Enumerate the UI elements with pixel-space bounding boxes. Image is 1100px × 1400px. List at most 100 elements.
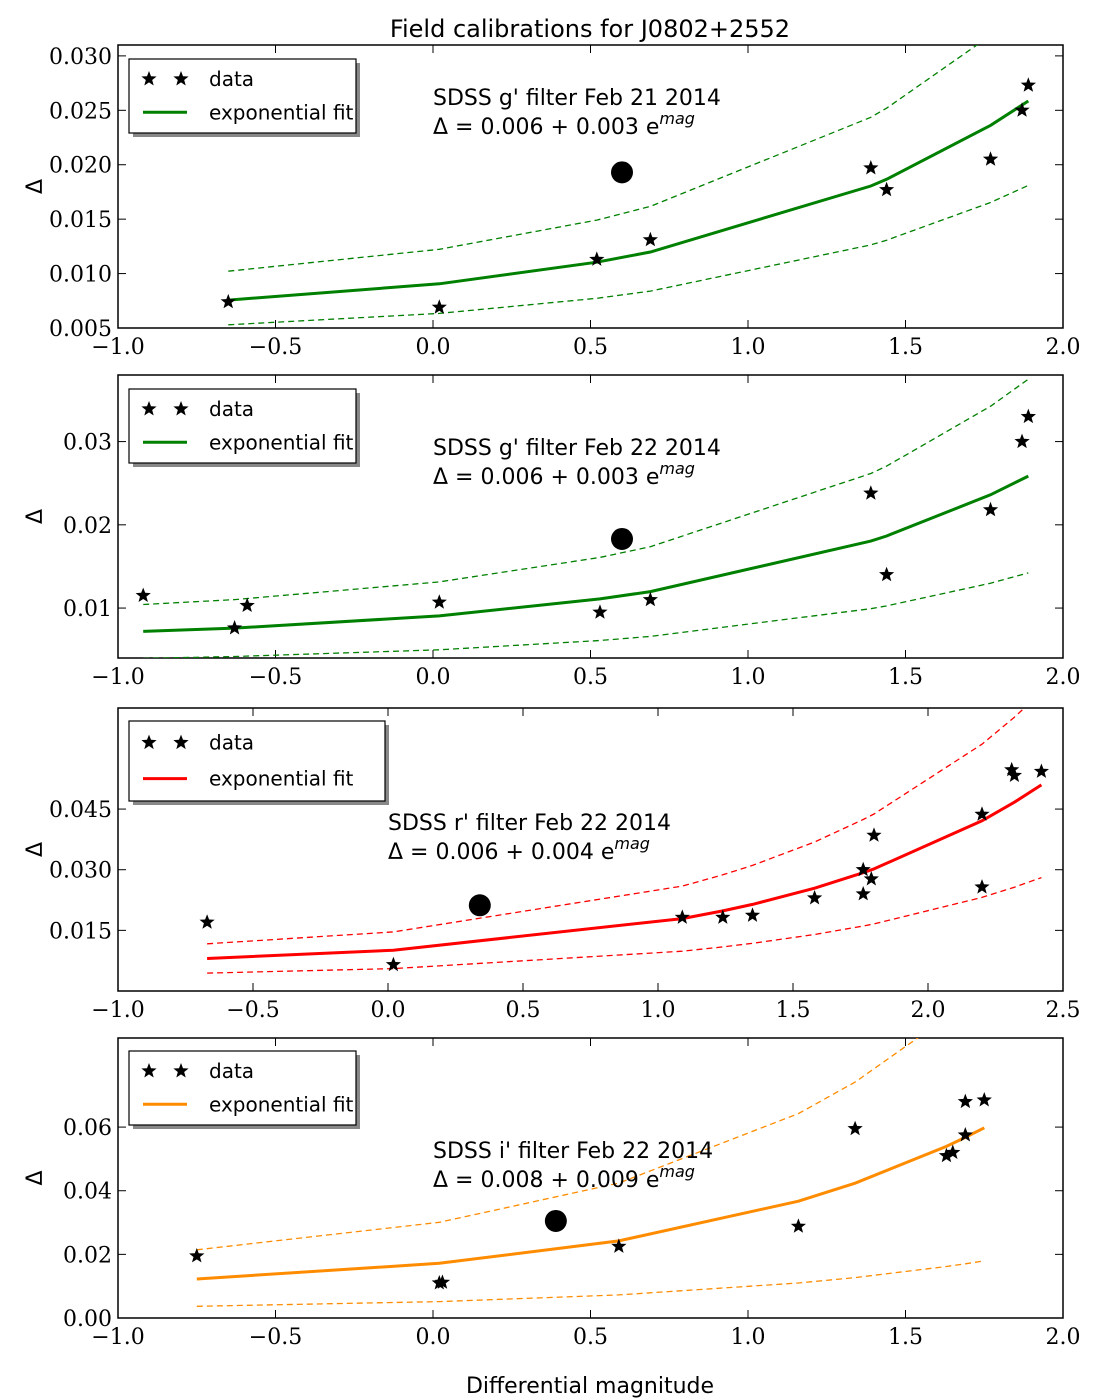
data-point: [1020, 408, 1036, 424]
legend-star: [141, 1063, 157, 1078]
legend-box: [128, 58, 357, 134]
data-point: [974, 879, 990, 894]
data-point: [431, 594, 447, 609]
legend-box: [128, 1050, 357, 1126]
x-tick-label: 1.0: [731, 665, 766, 690]
target-marker: [611, 527, 633, 550]
x-tick-label: −1.0: [91, 665, 144, 690]
data-point: [974, 806, 990, 821]
legend-fit-label: exponential fit: [209, 767, 354, 791]
x-tick-label: 1.5: [888, 1325, 923, 1350]
fit-line: [228, 99, 1030, 302]
data-point: [1006, 767, 1022, 782]
data-point: [592, 604, 608, 619]
data-point: [957, 1093, 973, 1109]
legend: data exponential fit: [128, 720, 389, 805]
target-marker: [468, 894, 491, 917]
panel-1: −1.0 −0.5 0.0 0.5 1.0 1.5 2.0 0.005 0.010 0.015 0.…: [23, 44, 1081, 360]
data-point: [879, 566, 895, 582]
legend: data exponential fit: [128, 388, 360, 467]
upper-bound-line: [196, 1038, 919, 1251]
x-tick-label: 2.0: [1046, 335, 1081, 360]
target-marker: [611, 161, 633, 184]
y-axis-label: Δ: [23, 179, 48, 194]
legend-data-label: data: [209, 1059, 254, 1083]
filter-annotation: SDSS g' filter Feb 22 2014: [433, 436, 721, 461]
fit-line: [143, 474, 1029, 633]
y-axis-label: Δ: [23, 509, 48, 524]
panel-4: −1.0 −0.5 0.0 0.5 1.0 1.5 2.0 0.00 0.02 0.04 0.06 Δ…: [23, 1037, 1081, 1350]
x-tick-label: −1.0: [91, 998, 144, 1023]
data-point: [855, 886, 871, 901]
y-tick-label: 0.005: [49, 317, 112, 342]
plot-area: [199, 708, 1049, 974]
lower-bound-line: [196, 1260, 985, 1307]
x-tick-label: 0.5: [573, 335, 608, 360]
target-marker: [544, 1209, 567, 1232]
legend: data exponential fit: [128, 58, 360, 137]
x-tick-label: −1.0: [91, 1325, 144, 1350]
data-point: [1014, 102, 1030, 117]
data-point: [226, 620, 243, 635]
y-tick-label: 0.045: [49, 798, 112, 823]
x-tick-label: −1.0: [91, 335, 144, 360]
y-tick-label: 0.03: [63, 431, 112, 456]
y-axis-label: Δ: [23, 842, 48, 857]
data-point: [385, 956, 401, 972]
data-point: [866, 827, 882, 842]
lower-bound-line: [207, 876, 1042, 974]
y-tick-label: 0.020: [49, 154, 112, 179]
data-point: [642, 591, 658, 607]
fit-equation: Δ = 0.006 + 0.004 emag: [388, 834, 650, 865]
data-point: [807, 890, 823, 905]
filter-annotation: SDSS g' filter Feb 21 2014: [433, 86, 721, 111]
data-point: [135, 587, 151, 602]
plot-area: [189, 1038, 992, 1307]
y-axis-label: Δ: [23, 1170, 48, 1185]
data-point: [589, 251, 605, 266]
y-tick-label: 0.00: [63, 1307, 112, 1332]
data-point: [855, 861, 871, 877]
fit-equation-main: Δ = 0.006 + 0.003 e: [433, 465, 659, 490]
upper-bound-line: [207, 708, 1026, 945]
fit-equation-exponent: mag: [659, 459, 695, 478]
x-tick-label: 0.5: [573, 1325, 608, 1350]
y-tick-label: 0.04: [63, 1180, 112, 1205]
y-tick-label: 0.02: [63, 1243, 112, 1268]
data-point: [1033, 763, 1049, 778]
fit-equation-exponent: mag: [614, 834, 650, 853]
legend-star: [173, 71, 189, 86]
y-tick-label: 0.030: [49, 45, 112, 70]
data-point: [957, 1127, 973, 1142]
data-point: [434, 1274, 451, 1289]
data-point: [431, 299, 447, 314]
data-point: [1014, 433, 1030, 449]
legend-data-label: data: [209, 67, 254, 91]
fit-equation-exponent: mag: [659, 1162, 695, 1181]
y-tick-label: 0.015: [49, 208, 112, 233]
fit-equation: Δ = 0.008 + 0.009 emag: [433, 1162, 695, 1193]
data-point: [220, 293, 236, 309]
panels: −1.0 −0.5 0.0 0.5 1.0 1.5 2.0 0.005 0.010 0.015 0.…: [23, 44, 1081, 1350]
y-tick-label: 0.025: [49, 99, 112, 124]
fit-equation: Δ = 0.006 + 0.003 emag: [433, 459, 695, 490]
y-tick-label: 0.030: [49, 859, 112, 884]
y-tick-label: 0.02: [63, 514, 112, 539]
figure-title: Field calibrations for J0802+2552: [390, 15, 790, 43]
x-tick-label: 2.0: [1046, 1325, 1081, 1350]
fit-equation-main: Δ = 0.006 + 0.003 e: [433, 115, 659, 140]
legend-fit-label: exponential fit: [209, 430, 354, 454]
panel-2: −1.0 −0.5 0.0 0.5 1.0 1.5 2.0 0.01 0.02 0.03 Δ SDSS…: [23, 374, 1081, 690]
x-tick-label: 1.0: [641, 998, 676, 1023]
data-point: [982, 501, 999, 517]
y-tick-label: 0.06: [63, 1116, 112, 1141]
x-tick-label: 2.0: [911, 998, 946, 1023]
x-tick-label: 1.5: [776, 998, 811, 1023]
data-point: [715, 909, 731, 924]
data-point: [847, 1120, 863, 1136]
legend-star: [141, 71, 157, 86]
x-tick-label: 2.0: [1046, 665, 1081, 690]
data-point: [790, 1218, 806, 1233]
legend-star: [141, 401, 157, 416]
